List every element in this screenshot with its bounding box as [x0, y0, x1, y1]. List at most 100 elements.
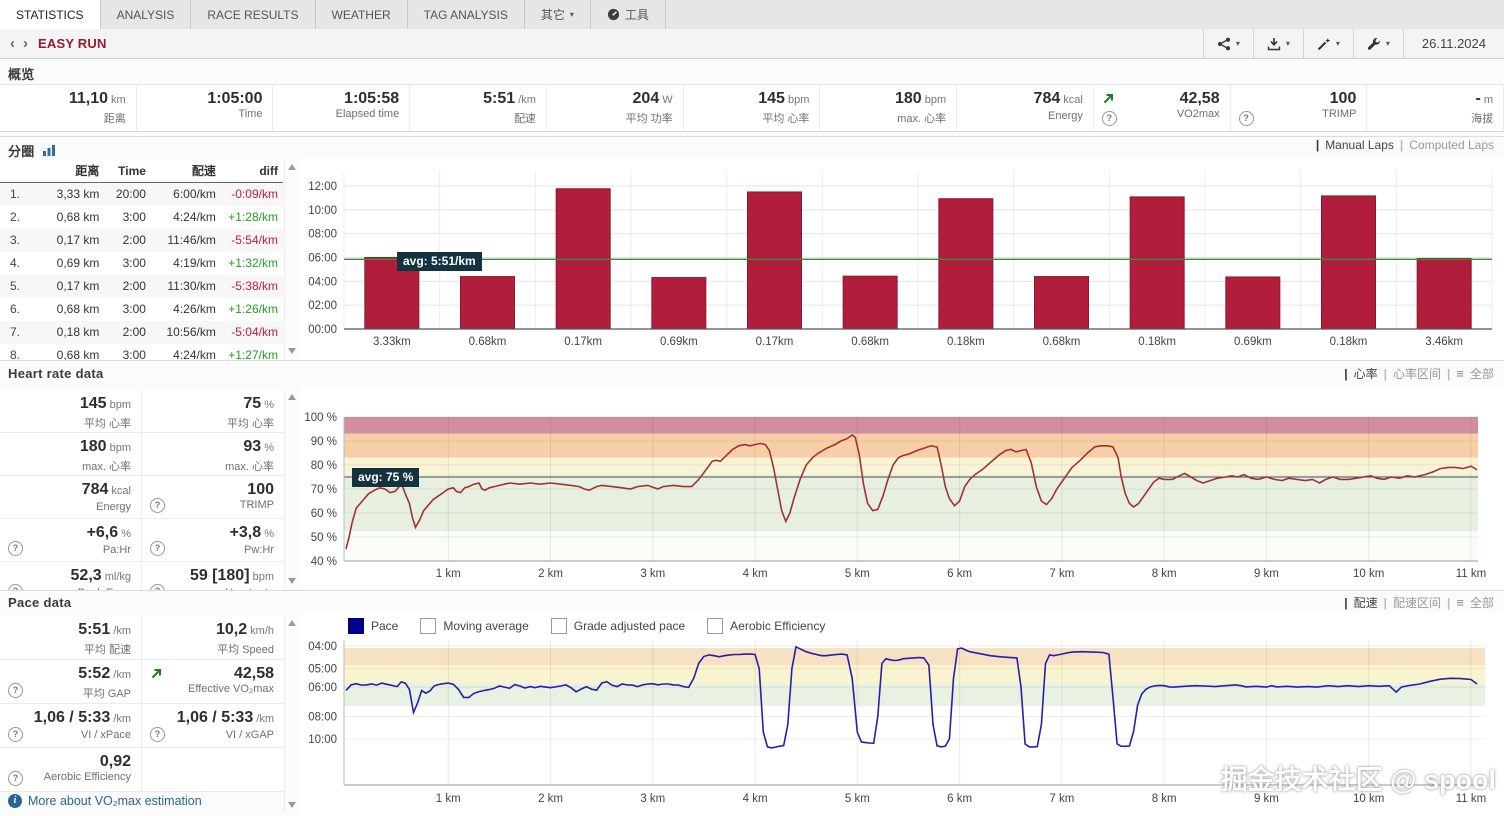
- svg-text:8 km: 8 km: [1152, 568, 1177, 580]
- lap-diff: +1:28/km: [228, 210, 278, 224]
- col-header-diff: diff: [259, 164, 278, 178]
- legend-item-moving-average[interactable]: Moving average: [420, 618, 529, 634]
- lap-row[interactable]: 7. 0,18 km 2:00 10:56/km -5:04/km: [0, 321, 283, 344]
- legend-checkbox[interactable]: [550, 618, 567, 634]
- help-icon[interactable]: ?: [1238, 111, 1254, 126]
- heart-rate-chart[interactable]: 40 % 50 % 60 % 70 % 80 % 90 % 100 % 1 km 2 km 3 k…: [300, 388, 1504, 588]
- stat-value-number: 0,92: [99, 753, 131, 770]
- lap-row[interactable]: 2. 0,68 km 3:00 4:24/km +1:28/km: [0, 206, 283, 229]
- prev-activity-button[interactable]: ‹: [10, 35, 15, 52]
- svg-text:06:00: 06:00: [308, 253, 337, 265]
- help-icon[interactable]: ?: [150, 498, 165, 513]
- hr-view-heart-rate[interactable]: 心率: [1353, 367, 1378, 381]
- lap-distance: 3,33 km: [56, 187, 100, 201]
- heart-rate-stats-grid: 145 bpm 平均 心率 75 % 平均 心率 180 bpm max. 心率 93 % m…: [0, 390, 284, 590]
- stat-value: 1:05:00: [137, 85, 273, 107]
- stat-value-unit: /km: [253, 713, 274, 725]
- stat-value-number: 1,06 / 5:33: [176, 709, 254, 726]
- svg-text:06:00: 06:00: [308, 682, 337, 694]
- stat-value: 11,10 km: [0, 85, 136, 109]
- legend-checkbox[interactable]: [707, 618, 724, 634]
- stat-value-unit: ml/kg: [101, 571, 131, 583]
- trend-up-icon: [150, 667, 163, 685]
- stat-value-number: 11,10: [68, 90, 108, 107]
- legend-item-grade-adjusted-pace[interactable]: Grade adjusted pace: [550, 618, 685, 634]
- help-icon[interactable]: ?: [8, 771, 23, 786]
- help-icon[interactable]: ?: [8, 541, 23, 556]
- stat-value: 1,06 / 5:33 /km: [0, 704, 141, 728]
- legend-checkbox-checked[interactable]: [348, 618, 364, 634]
- tab-more-dropdown[interactable]: 其它 ▾: [525, 0, 591, 29]
- laps-view-computed[interactable]: Computed Laps: [1409, 138, 1494, 152]
- stat-value-number: +6,6: [86, 524, 119, 541]
- help-icon[interactable]: ?: [8, 727, 23, 742]
- stat-value-unit: %: [261, 528, 274, 540]
- svg-text:4 km: 4 km: [743, 793, 768, 805]
- stat-label: VO2max: [1176, 108, 1220, 120]
- hr-view-all[interactable]: 全部: [1469, 367, 1494, 381]
- next-activity-button[interactable]: ›: [23, 35, 28, 52]
- lap-pace: 4:19/km: [173, 256, 216, 270]
- lap-diff: -5:04/km: [231, 325, 278, 339]
- bar-chart-icon[interactable]: [42, 144, 56, 157]
- help-icon[interactable]: ?: [150, 541, 165, 556]
- svg-text:8 km: 8 km: [1152, 793, 1177, 805]
- svg-text:04:00: 04:00: [308, 641, 337, 653]
- pace-view-all[interactable]: 全部: [1469, 596, 1494, 610]
- edit-tools-button[interactable]: ▾: [1302, 29, 1353, 58]
- hr-stats-scrollbar[interactable]: [284, 390, 298, 588]
- stat-label: 平均 配速: [83, 644, 131, 656]
- more-about-vo2max-link[interactable]: i More about VO₂max estimation: [8, 794, 202, 808]
- stat-value-unit: /km: [110, 625, 131, 637]
- laps-pace-bar-chart[interactable]: 00:00 02:00 04:00 06:00 08:00 10:00 12:00 3.33k…: [300, 158, 1504, 360]
- help-icon[interactable]: ?: [150, 727, 165, 742]
- lap-row[interactable]: 4. 0,69 km 3:00 4:19/km +1:32/km: [0, 252, 283, 275]
- tab-tools[interactable]: 工具: [591, 0, 666, 29]
- stat-value-number: 180: [894, 90, 922, 107]
- tab-weather[interactable]: WEATHER: [316, 0, 408, 29]
- pace-chart[interactable]: 04:00 05:00 06:00 08:00 10:00 1 km 2 km 3 km 4 k…: [300, 612, 1504, 816]
- svg-text:04:00: 04:00: [308, 276, 337, 288]
- stat-value-number: 784: [1033, 90, 1061, 107]
- laps-table-scrollbar[interactable]: [284, 160, 298, 358]
- tab-tag-analysis[interactable]: TAG ANALYSIS: [408, 0, 525, 29]
- pace-stats-scrollbar[interactable]: [284, 616, 298, 812]
- laps-view-manual[interactable]: Manual Laps: [1325, 138, 1394, 152]
- stat-value-unit: m: [1480, 94, 1494, 106]
- tab-statistics[interactable]: STATISTICS: [0, 0, 101, 29]
- divider: |: [1383, 595, 1388, 610]
- share-button[interactable]: ▾: [1202, 29, 1253, 58]
- hr-view-zones[interactable]: 心率区间: [1393, 367, 1442, 381]
- stat-value: 145 bpm: [0, 390, 141, 414]
- stat-label: 配速: [513, 113, 536, 125]
- lap-row[interactable]: 1. 3,33 km 20:00 6:00/km -0:09/km: [0, 183, 283, 206]
- pace-view-pace[interactable]: 配速: [1353, 596, 1378, 610]
- pace-stat: 5:51 /km 平均 配速: [0, 616, 142, 660]
- stat-label: 平均 心率: [226, 418, 274, 430]
- tab-label: WEATHER: [331, 7, 391, 22]
- tab-label: 其它: [540, 8, 565, 22]
- help-icon[interactable]: ?: [1101, 111, 1117, 126]
- legend-item-aerobic-efficiency[interactable]: Aerobic Efficiency: [707, 618, 825, 634]
- tab-analysis[interactable]: ANALYSIS: [101, 0, 192, 29]
- lap-diff: +1:27/km: [228, 348, 278, 360]
- lap-row[interactable]: 6. 0,68 km 3:00 4:26/km +1:26/km: [0, 298, 283, 321]
- legend-label: Moving average: [443, 619, 529, 633]
- legend-checkbox[interactable]: [420, 618, 437, 634]
- settings-button[interactable]: ▾: [1352, 29, 1403, 58]
- svg-text:0.18km: 0.18km: [947, 336, 985, 348]
- tab-race-results[interactable]: RACE RESULTS: [191, 0, 316, 29]
- overview-stat: 180 bpm max. 心率: [820, 85, 958, 131]
- tab-label: RACE RESULTS: [207, 7, 299, 22]
- overview-stat: 11,10 km 距离: [0, 85, 137, 131]
- lap-row[interactable]: 8. 0,68 km 3:00 4:24/km +1:27/km: [0, 344, 283, 360]
- legend-item-pace[interactable]: Pace: [348, 618, 398, 634]
- lap-row[interactable]: 3. 0,17 km 2:00 11:46/km -5:54/km: [0, 229, 283, 252]
- stat-value: 784 kcal: [957, 85, 1093, 109]
- help-icon[interactable]: ?: [8, 683, 23, 698]
- pace-view-zones[interactable]: 配速区间: [1393, 596, 1442, 610]
- export-button[interactable]: ▾: [1252, 29, 1303, 58]
- lap-pace: 10:56/km: [166, 325, 216, 339]
- overview-heading: 概览: [8, 67, 35, 82]
- lap-row[interactable]: 5. 0,17 km 2:00 11:30/km -5:38/km: [0, 275, 283, 298]
